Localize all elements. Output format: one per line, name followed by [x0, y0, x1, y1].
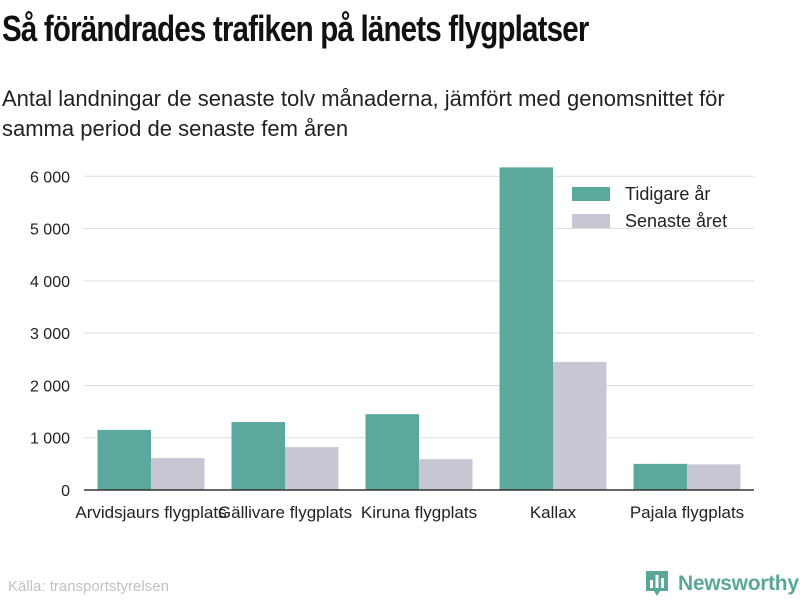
y-tick-label: 2 000	[30, 378, 70, 395]
y-tick-label: 5 000	[30, 222, 70, 239]
y-tick-label: 6 000	[30, 169, 70, 186]
x-tick-label: Kallax	[530, 503, 577, 522]
bar-previous	[633, 463, 687, 490]
bars	[97, 167, 741, 490]
source-note: Källa: transportstyrelsen	[8, 578, 169, 595]
bar-previous	[499, 167, 553, 490]
bar-previous	[231, 422, 285, 490]
legend-swatch	[572, 214, 610, 228]
y-tick-label: 0	[61, 483, 70, 500]
bar-latest	[419, 459, 473, 490]
chart-title: Så förändrades trafiken på länets flygpl…	[2, 8, 589, 49]
y-tick-label: 1 000	[30, 431, 70, 448]
x-tick-label: Gällivare flygplats	[218, 503, 352, 522]
axes: 0 1 000 2 000 3 000 4 000 5 000 6 000 Arvidsjau…	[30, 169, 754, 522]
bar-latest	[285, 447, 339, 490]
bar-previous	[97, 429, 151, 490]
bar-chart: 0 1 000 2 000 3 000 4 000 5 000 6 000 Arvidsjau…	[30, 167, 754, 522]
legend-swatch	[572, 187, 610, 201]
bar-previous	[365, 414, 419, 490]
gridlines	[84, 175, 754, 439]
bar-latest	[553, 361, 607, 490]
chart-subtitle: Antal landningar de senaste tolv månader…	[2, 86, 725, 141]
legend-label: Tidigare år	[625, 184, 710, 204]
y-tick-label: 3 000	[30, 326, 70, 343]
bar-chart-badge-icon	[646, 571, 668, 596]
bar-latest	[687, 464, 741, 490]
brand-name: Newsworthy	[678, 572, 799, 595]
bar-latest	[151, 458, 205, 490]
x-tick-label: Kiruna flygplats	[361, 503, 477, 522]
x-tick-label: Pajala flygplats	[630, 503, 744, 522]
legend-label: Senaste året	[625, 211, 727, 231]
legend: Tidigare år Senaste året	[572, 184, 727, 231]
y-tick-label: 4 000	[30, 274, 70, 291]
brand-logo: Newsworthy	[644, 568, 799, 600]
x-tick-label: Arvidsjaurs flygplats	[75, 503, 226, 522]
